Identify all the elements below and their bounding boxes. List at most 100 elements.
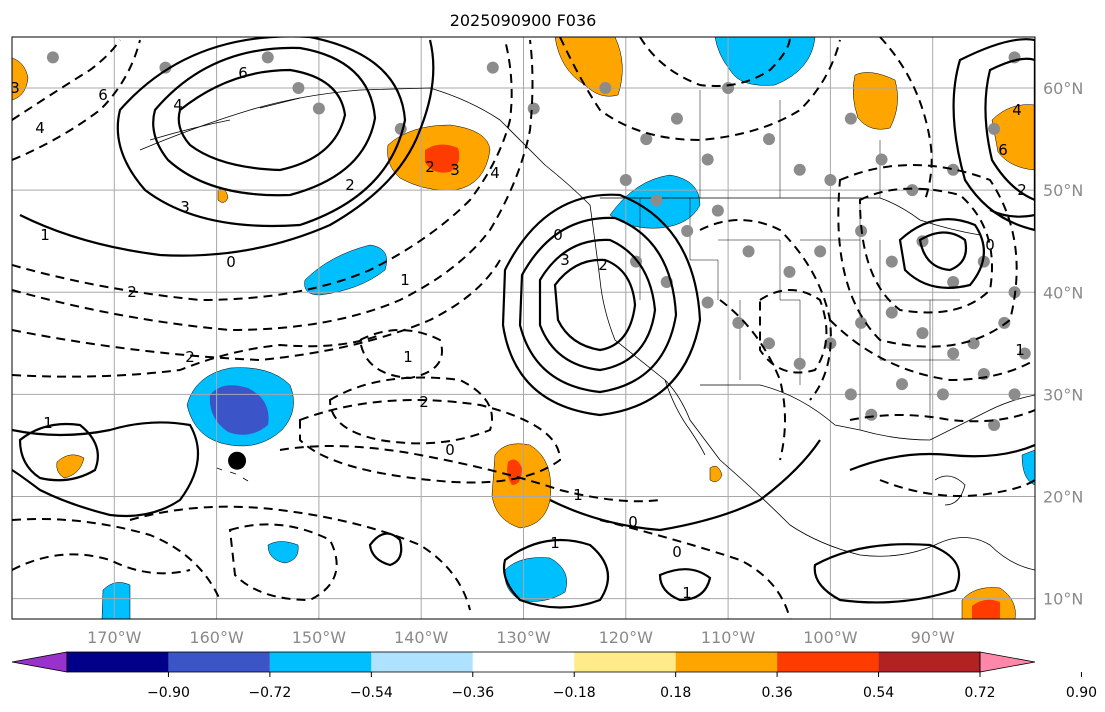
station-dot (947, 347, 960, 360)
contour-d-mid-4 (279, 445, 661, 503)
station-dot (527, 102, 540, 115)
contour-label: 2 (127, 283, 137, 301)
contour-high-california-4 (501, 193, 702, 417)
contour-low-aleutian-2 (152, 46, 377, 197)
lat-label: 50°N (1043, 181, 1083, 200)
contour-label: 1 (573, 486, 583, 504)
contour-label: 6 (998, 141, 1008, 159)
shade-blue-south-1 (101, 582, 131, 619)
contour-d-south-3 (129, 505, 471, 611)
shade-blue-canada (714, 37, 816, 86)
shade-orange-subtropic (491, 443, 551, 529)
colorbar-box (675, 652, 778, 672)
station-dot (793, 163, 806, 176)
map-frame (11, 36, 1036, 620)
contour-d-south-5 (599, 519, 791, 619)
contour-d-south-1 (12, 553, 191, 575)
station-dot (783, 265, 796, 278)
coastline-mexico (719, 459, 1035, 571)
station-dot (711, 204, 724, 217)
contour-high-california-2 (538, 238, 657, 372)
contour-east-0 (989, 209, 1035, 218)
shade-orange-east-2 (991, 104, 1035, 171)
contour-label: 0 (226, 253, 236, 271)
contour-label: 1 (43, 414, 53, 432)
lat-label: 30°N (1043, 385, 1083, 404)
colorbar-tick-label: 0.18 (660, 685, 691, 701)
lat-label: 10°N (1043, 590, 1083, 609)
contour-d-mid-east (719, 299, 786, 461)
lat-label: 60°N (1043, 79, 1083, 98)
contour-label: 1 (550, 534, 560, 552)
contour-east-low-2 (898, 218, 985, 289)
lon-label: 170°W (87, 628, 142, 647)
station-dot (701, 153, 714, 166)
contours-solid (12, 37, 1035, 609)
lon-label: 110°W (701, 628, 756, 647)
contour-label: 2 (345, 176, 355, 194)
contour-label: 3 (560, 251, 570, 269)
contour-south-2 (502, 538, 610, 609)
shade-blue-east-edge (1021, 449, 1035, 486)
station-dot (619, 173, 632, 186)
colorbar-tick-label: −0.36 (451, 685, 494, 701)
contour-d-pacific-3 (12, 259, 501, 362)
station-dot (599, 82, 612, 95)
colorbar-box (168, 652, 270, 672)
contour-label: 4 (490, 164, 500, 182)
coastline-gulf (859, 394, 1035, 441)
contour-label: 3 (450, 161, 460, 179)
contour-label: 1 (682, 584, 692, 602)
shade-orange-nw-canada (554, 37, 623, 97)
station-dots (46, 51, 1031, 431)
contour-d-gulf-1 (879, 479, 1035, 497)
contour-d-west-1 (12, 39, 121, 121)
colorbar-box (269, 652, 372, 672)
contour-label: 3 (10, 79, 20, 97)
contour-label: 0 (672, 543, 682, 561)
contour-label: 3 (180, 198, 190, 216)
contour-east-low-1 (918, 231, 968, 272)
contours-dashed (12, 37, 1035, 619)
colorbar-tick-label: −0.90 (147, 685, 190, 701)
station-dot (855, 316, 868, 329)
lon-label: 160°W (189, 628, 244, 647)
colorbar-box (472, 652, 575, 672)
colorbar-tick-label: −0.18 (553, 685, 596, 701)
station-dot (885, 306, 898, 319)
contour-south-1 (368, 532, 403, 567)
station-dot (988, 122, 1001, 135)
station-dot (844, 112, 857, 125)
contour-d-ne (879, 37, 933, 201)
contour-low-aleutian-1 (177, 68, 347, 172)
station-dot (793, 357, 806, 370)
station-dot (650, 194, 663, 207)
lon-label: 140°W (394, 628, 449, 647)
contour-ne-high-2 (952, 38, 1035, 232)
station-dot (640, 133, 653, 146)
contour-ne-high-1 (984, 57, 1035, 202)
contour-label: 6 (238, 64, 248, 82)
latitude-labels: 60°N 50°N 40°N 30°N 20°N 10°N (1043, 79, 1083, 609)
colorbar-box (574, 652, 676, 672)
contour-d-canada-1 (559, 37, 841, 142)
map-title: 2025090900 F036 (450, 11, 597, 30)
contour-d-pacific-4 (12, 334, 381, 378)
contour-label: 1 (1015, 341, 1025, 359)
station-dot (742, 245, 755, 258)
station-dot (670, 112, 683, 125)
shade-red-gulf-alaska (425, 144, 460, 173)
lon-label: 130°W (496, 628, 551, 647)
contour-east-lower-0 (849, 443, 1035, 472)
colorbar-tick-label: 0.90 (1066, 685, 1097, 701)
contour-d-central-2 (759, 289, 828, 374)
contour-label: 1 (40, 226, 50, 244)
colorbar-box (371, 652, 473, 672)
shade-blue-south-2 (267, 541, 299, 564)
contour-label: 1 (403, 348, 413, 366)
station-dot (906, 184, 919, 197)
contour-d-mid-3 (299, 399, 562, 484)
